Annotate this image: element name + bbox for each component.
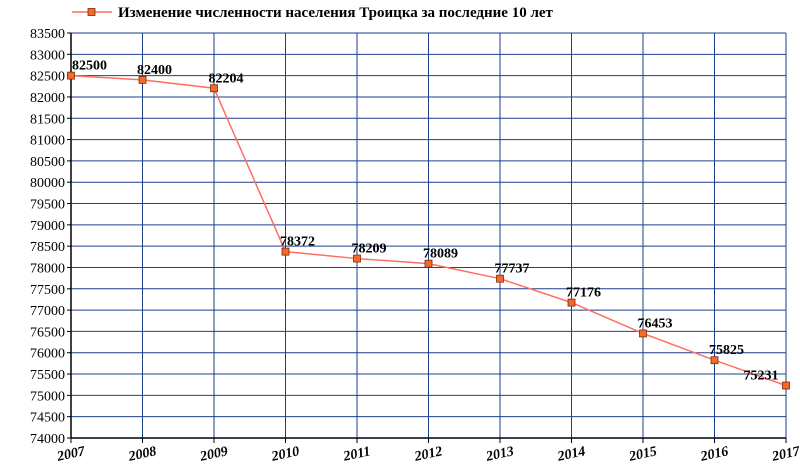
x-tick-label: 2017 xyxy=(770,444,800,465)
y-tick-label: 76000 xyxy=(30,347,65,362)
x-tick-label: 2014 xyxy=(555,444,586,465)
y-tick-label: 74500 xyxy=(30,411,65,426)
data-label: 78089 xyxy=(423,247,458,262)
y-tick-label: 75500 xyxy=(30,368,65,383)
data-point-marker xyxy=(710,356,719,365)
data-label: 77737 xyxy=(495,262,530,277)
data-label: 77176 xyxy=(566,286,601,301)
y-tick-label: 77000 xyxy=(30,304,65,319)
data-point-marker xyxy=(496,274,504,283)
data-point-marker xyxy=(67,71,75,80)
y-tick-label: 76500 xyxy=(30,325,65,340)
x-tick-label: 2009 xyxy=(198,444,229,465)
x-tick-label: 2012 xyxy=(412,444,443,465)
data-point-marker xyxy=(567,298,576,307)
data-point-marker xyxy=(138,75,147,84)
x-tick-label: 2010 xyxy=(269,444,300,465)
y-tick-label: 83500 xyxy=(30,27,65,42)
y-tick-label: 74000 xyxy=(30,432,65,447)
data-label: 78209 xyxy=(352,242,387,257)
data-point-marker xyxy=(782,381,790,390)
y-tick-label: 80000 xyxy=(30,176,65,191)
data-points xyxy=(67,71,790,390)
axes xyxy=(67,32,787,443)
y-tick-label: 78500 xyxy=(30,240,65,255)
legend-marker-sample xyxy=(87,8,96,16)
x-tick-label: 2008 xyxy=(126,444,157,465)
x-tick-label: 2011 xyxy=(341,444,372,465)
data-point-marker xyxy=(210,84,218,93)
y-tick-label: 75000 xyxy=(30,389,65,404)
data-label: 82204 xyxy=(209,71,244,86)
data-label: 75231 xyxy=(744,369,779,384)
y-tick-label: 77500 xyxy=(30,283,65,298)
y-tick-label: 79500 xyxy=(30,198,65,213)
x-tick-labels: 2007 2008 2009 2010 2011 2012 2013 2014 2015 2016… xyxy=(55,444,800,465)
data-label: 75825 xyxy=(709,343,744,358)
data-point-marker xyxy=(353,254,361,263)
data-point-marker xyxy=(639,329,647,338)
y-tick-label: 78000 xyxy=(30,261,65,276)
grid xyxy=(70,32,787,439)
legend: Изменение численности населения Троицка … xyxy=(72,5,554,21)
data-label: 78372 xyxy=(280,235,315,250)
data-label: 76453 xyxy=(638,316,673,331)
data-point-marker xyxy=(281,247,290,256)
y-tick-label: 79000 xyxy=(30,219,65,234)
data-label: 82400 xyxy=(137,63,172,78)
y-tick-label: 81000 xyxy=(30,134,65,149)
data-labels: 82500 82400 82204 78372 78209 78089 77737 77176… xyxy=(72,59,779,384)
legend-label: Изменение численности населения Троицка … xyxy=(118,5,554,21)
y-tick-label: 81500 xyxy=(30,112,65,127)
y-tick-label: 82000 xyxy=(30,91,65,106)
x-tick-label: 2007 xyxy=(55,444,87,465)
x-tick-label: 2016 xyxy=(698,444,729,465)
y-tick-label: 83000 xyxy=(30,48,65,63)
x-tick-label: 2015 xyxy=(627,444,658,465)
y-tick-labels: 74000 74500 75000 75500 76000 76500 77000 77500… xyxy=(30,27,65,447)
data-point-marker xyxy=(424,259,433,268)
x-tick-label: 2013 xyxy=(484,444,515,465)
y-tick-label: 82500 xyxy=(30,70,65,85)
y-tick-label: 80500 xyxy=(30,155,65,170)
data-label: 82500 xyxy=(72,59,107,74)
